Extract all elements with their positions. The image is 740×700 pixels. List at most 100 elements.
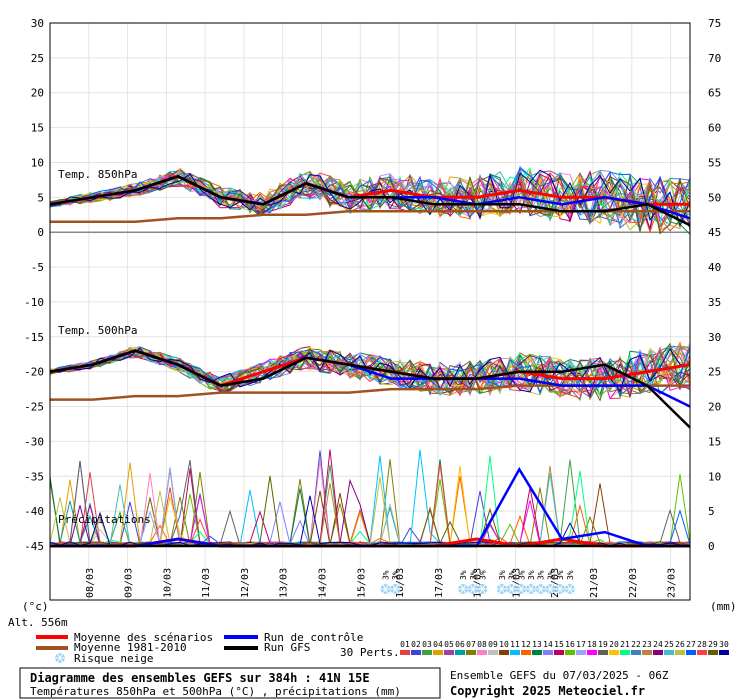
x-tick-label: 11/03	[201, 568, 212, 598]
snow-risk-mark: 3%	[496, 570, 507, 594]
perturbation-number: 26	[675, 640, 685, 649]
left-tick-label: -45	[24, 540, 44, 553]
perturbation-number: 13	[532, 640, 542, 649]
legend-label-snow: Risque neige	[74, 652, 153, 665]
perturbation-number: 15	[554, 640, 564, 649]
info-box	[19, 667, 441, 699]
perturbation-swatch	[444, 650, 454, 655]
snow-risk-mark: 3%	[467, 570, 478, 594]
snowflake-arm	[537, 584, 544, 594]
snow-risk-mark: 3%	[525, 570, 536, 594]
snowflake-arm	[382, 584, 389, 594]
perturbation-swatch	[598, 650, 608, 655]
x-tick-label: 15/03	[356, 568, 367, 598]
snow-risk-percent: 3%	[498, 570, 507, 580]
left-tick-label: 15	[31, 122, 44, 135]
perturbation-swatch	[620, 650, 630, 655]
perturbation-swatch	[719, 650, 729, 655]
perturbation-number: 09	[488, 640, 498, 649]
right-tick-label: 35	[708, 296, 721, 309]
snow-risk-percent: 3%	[469, 570, 478, 580]
perturbation-number: 30	[719, 640, 729, 649]
perturbation-number: 21	[620, 640, 630, 649]
perturbation-number: 16	[565, 640, 575, 649]
perturbation-number: 06	[455, 640, 465, 649]
left-axis-ticks: 30 25 20 15 10 5 0 -5 -10 -15 -20 -25 -30 -35 -40 -45	[24, 17, 44, 553]
altitude-label: Alt. 556m	[8, 616, 68, 629]
run-info: Ensemble GEFS du 07/03/2025 - 06Z	[450, 669, 669, 682]
perturbation-swatch	[686, 650, 696, 655]
perturbation-number: 17	[576, 640, 586, 649]
snow-risk-percent: 3%	[566, 570, 575, 580]
perturbation-number: 29	[708, 640, 718, 649]
perturbation-number: 04	[433, 640, 443, 649]
perturbation-swatch	[697, 650, 707, 655]
snow-risk-mark: 3%	[564, 570, 575, 594]
left-tick-label: 20	[31, 87, 44, 100]
right-tick-label: 65	[708, 87, 721, 100]
snow-risk-mark: 3%	[506, 570, 517, 594]
left-axis-unit: (°c)	[22, 600, 49, 613]
x-tick-label: 13/03	[279, 568, 290, 598]
right-tick-label: 0	[708, 540, 715, 553]
perturbation-swatch	[543, 650, 553, 655]
left-tick-label: -25	[24, 401, 44, 414]
perturbation-number: 12	[521, 640, 531, 649]
series-line-t850	[49, 175, 691, 227]
perturbation-swatch	[664, 650, 674, 655]
snowflake-icon	[55, 653, 65, 663]
x-tick-label: 20/03	[550, 568, 561, 598]
left-tick-label: 30	[31, 17, 44, 30]
snowflake-arm	[566, 584, 573, 594]
snow-risk-marks: 3% 3% 3% 3% 3% 3% 3% 3% 3% 3% 3% 3% 3%	[380, 570, 575, 594]
left-tick-label: -10	[24, 296, 44, 309]
info-title: Diagramme des ensembles GEFS sur 384h : …	[30, 671, 370, 685]
right-tick-label: 75	[708, 17, 721, 30]
x-tick-label: 23/03	[667, 568, 678, 598]
perturbation-swatch	[455, 650, 465, 655]
snow-risk-percent: 3%	[508, 570, 517, 580]
left-tick-label: 5	[37, 191, 44, 204]
perturbation-swatch	[488, 650, 498, 655]
perturbation-number: 19	[598, 640, 608, 649]
right-tick-label: 5	[708, 505, 715, 518]
legend-label-gfs: Run GFS	[264, 641, 310, 654]
left-tick-label: -40	[24, 505, 44, 518]
perturbation-number: 05	[444, 640, 454, 649]
perturbation-swatch	[400, 650, 410, 655]
x-tick-label: 21/03	[589, 568, 600, 598]
series-line-t500	[49, 349, 691, 429]
perturbation-swatch	[521, 650, 531, 655]
perturbation-number: 18	[587, 640, 597, 649]
perturbation-number: 24	[653, 640, 663, 649]
right-tick-label: 55	[708, 156, 721, 169]
perturbation-number: 07	[466, 640, 476, 649]
copyright: Copyright 2025 Meteociel.fr	[450, 684, 645, 698]
panel-label-t850: Temp. 850hPa	[58, 168, 137, 181]
legend: Moyenne des scénarios Run de contrôle Mo…	[36, 631, 363, 665]
left-tick-label: 0	[37, 226, 44, 239]
left-tick-label: 25	[31, 52, 44, 65]
series-lines	[49, 174, 691, 548]
snowflake-arm	[479, 584, 486, 594]
perturbation-number: 11	[510, 640, 520, 649]
snow-risk-mark: 3%	[477, 570, 488, 594]
snowflake-arm	[460, 584, 467, 594]
perturbation-number: 08	[477, 640, 487, 649]
right-tick-label: 15	[708, 435, 721, 448]
x-tick-label: 22/03	[628, 568, 639, 598]
snow-risk-mark: 3%	[535, 570, 546, 594]
x-tick-label: 14/03	[318, 568, 329, 598]
snow-risk-mark: 3%	[390, 570, 401, 594]
left-tick-label: -15	[24, 331, 44, 344]
x-tick-label: 10/03	[162, 568, 173, 598]
right-tick-label: 10	[708, 470, 721, 483]
perturbation-swatch	[554, 650, 564, 655]
perturbation-swatch	[587, 650, 597, 655]
perturbation-swatch	[411, 650, 421, 655]
perturbation-swatch	[708, 650, 718, 655]
member-line-t500	[49, 348, 691, 394]
snowflake-arm	[508, 584, 515, 594]
perturbation-number: 03	[422, 640, 432, 649]
right-tick-label: 20	[708, 401, 721, 414]
